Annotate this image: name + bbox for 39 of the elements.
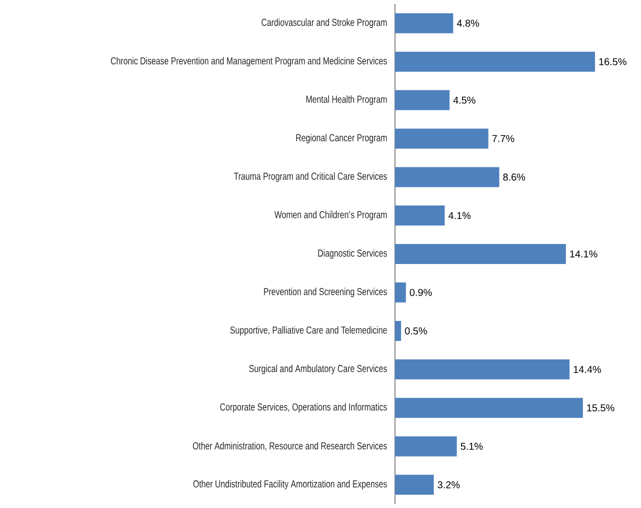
data-label: 3.2% bbox=[438, 481, 460, 488]
data-label: 0.9% bbox=[410, 288, 432, 296]
y-tick-label: Other Administration, Resource and Research Services bbox=[192, 442, 387, 451]
bar bbox=[395, 398, 583, 418]
y-tick-label: Trauma Program and Critical Care Services bbox=[234, 172, 387, 182]
bar bbox=[395, 13, 454, 34]
data-label: 0.5% bbox=[404, 327, 427, 334]
data-label: 7.7% bbox=[492, 135, 514, 142]
bar bbox=[395, 167, 500, 188]
y-tick-label: Supportive, Palliative Care and Telemedicine bbox=[230, 326, 387, 336]
bar bbox=[395, 359, 570, 380]
data-label: 14.4% bbox=[574, 366, 601, 373]
bar bbox=[395, 282, 406, 302]
y-tick-label: Women and Children's Program bbox=[274, 210, 387, 220]
y-tick-label: Diagnostic Services bbox=[318, 249, 387, 259]
bar bbox=[395, 128, 488, 149]
y-tick-label: Other Undistributed Facility Amortization and Expenses bbox=[193, 480, 387, 490]
y-tick-label: Cardiovascular and Stroke Program bbox=[262, 18, 387, 28]
data-label: 16.5% bbox=[599, 58, 626, 66]
data-label: 4.8% bbox=[456, 20, 480, 27]
y-tick-label: Mental Health Program bbox=[306, 95, 387, 105]
y-tick-label: Corporate Services, Operations and Informatics bbox=[220, 403, 387, 413]
y-tick-label: Chronic Disease Prevention and Management Program and Medicine Services bbox=[110, 56, 387, 66]
data-label: 14.1% bbox=[570, 250, 598, 258]
data-label: 4.1% bbox=[448, 212, 471, 220]
bar bbox=[395, 244, 566, 264]
bar bbox=[395, 52, 596, 72]
y-tick-label: Surgical and Ambulatory Care Services bbox=[249, 364, 387, 374]
data-label: 15.5% bbox=[587, 404, 614, 412]
y-tick-label: Prevention and Screening Services bbox=[264, 288, 387, 298]
bar bbox=[395, 206, 445, 226]
bar bbox=[395, 474, 434, 495]
bar bbox=[395, 436, 457, 456]
bar bbox=[395, 320, 402, 341]
bar bbox=[395, 90, 450, 110]
y-tick-label: Regional Cancer Program bbox=[296, 134, 387, 144]
data-label: 4.5% bbox=[453, 96, 476, 104]
data-label: 5.1% bbox=[460, 442, 483, 450]
data-label: 8.6% bbox=[503, 174, 526, 181]
